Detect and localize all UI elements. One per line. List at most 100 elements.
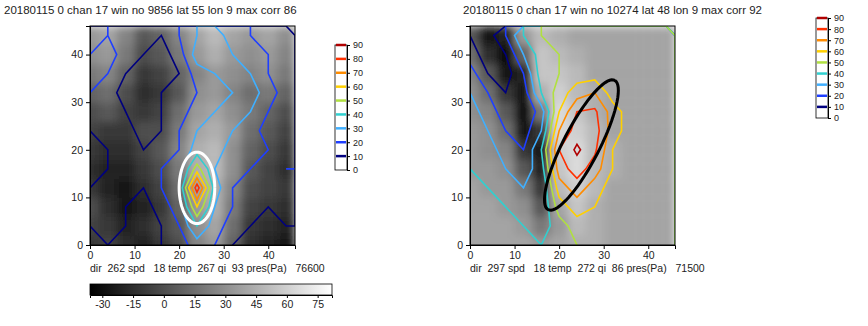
field-cell (568, 197, 586, 217)
x-axis: 010203040 (88, 245, 296, 261)
y-axis: 010203040 (71, 27, 90, 251)
field-cell (657, 216, 675, 236)
field-cell (568, 45, 586, 65)
colorbar-level (336, 99, 346, 102)
contours (470, 26, 675, 245)
x-tick-label: 0 (468, 249, 474, 261)
field-cell (170, 83, 188, 103)
field-cell (604, 197, 622, 217)
field-cell (277, 197, 295, 217)
y-tick: 40 (451, 48, 470, 60)
field-cell (532, 64, 550, 84)
colorbar-tick-mark (828, 74, 831, 75)
y-tick: 20 (71, 144, 90, 156)
field-colorbar-tick: -15 (126, 295, 141, 310)
field-cell (99, 121, 117, 141)
colorbar-tick-label: 30 (834, 80, 844, 90)
field-colorbar-tick-label: 30 (220, 298, 232, 310)
x-tick-mark (224, 245, 225, 249)
field-cell (639, 197, 657, 217)
y-tick: 0 (457, 239, 470, 251)
field-cell (224, 102, 242, 122)
panel: 20180115 0 chan 17 win no 9856 lat 55 lo… (4, 4, 363, 310)
field-cell (277, 140, 295, 160)
colorbar-tick-mark (828, 96, 831, 97)
info-text: dir 262 spd 18 temp 267 qi 93 pres(Pa) 7… (90, 262, 325, 274)
contour-line (90, 26, 295, 245)
x-tick: 30 (218, 245, 230, 261)
colorbar-level (817, 83, 827, 86)
field-cell (550, 235, 568, 245)
field-cell (277, 64, 295, 84)
colorbar-tick-label: 0 (353, 165, 358, 175)
x-tick-mark (179, 245, 180, 249)
field-cell (117, 45, 135, 65)
field-cell (242, 235, 260, 245)
field-cell (470, 121, 479, 141)
colorbar-tick-mark (347, 101, 350, 102)
colorbar-tick-label: 10 (353, 151, 363, 161)
colorbar-tick-label: 90 (353, 40, 363, 50)
field-cell (639, 121, 657, 141)
colorbar-tick-label: 10 (834, 102, 844, 112)
colorbar-tick-mark (828, 107, 831, 108)
colorbar-tick: 20 (347, 138, 363, 148)
y-tick-label: 40 (451, 48, 463, 60)
field-cell (657, 45, 675, 65)
x-tick-label: 30 (598, 249, 610, 261)
colorbar-tick-mark (828, 18, 831, 19)
field-cell (622, 26, 640, 46)
colorbar-tick-label: 70 (353, 68, 363, 78)
x-tick-label: 40 (643, 249, 655, 261)
contour-line (189, 172, 206, 207)
field-cell (470, 140, 479, 160)
contour-line (559, 109, 599, 179)
field-cell (135, 26, 153, 46)
field-colorbar-tick: 75 (312, 295, 324, 310)
colorbar-level (336, 141, 346, 144)
colorbar-tick-mark (828, 51, 831, 52)
colorbar-tick-label: 20 (353, 138, 363, 148)
field-cell (639, 83, 657, 103)
colorbar-tick-label: 40 (353, 110, 363, 120)
y-tick-mark (86, 102, 90, 103)
field-cell (90, 45, 99, 65)
field-cell (188, 45, 206, 65)
field-cell (639, 140, 657, 160)
info-text: dir 297 spd 18 temp 272 qi 86 pres(Pa) 7… (470, 262, 705, 274)
field-cell (532, 216, 550, 236)
field-cell (277, 178, 295, 198)
field-cell (259, 235, 277, 245)
y-tick-mark (86, 245, 90, 246)
colorbar-tick-mark (347, 87, 350, 88)
y-tick-mark (86, 197, 90, 198)
colorbar-tick-label: 20 (834, 91, 844, 101)
field-cell (170, 102, 188, 122)
field-colorbar-tick-label: 15 (189, 298, 201, 310)
field-cell (242, 45, 260, 65)
field-cell (470, 45, 479, 65)
colorbar-level (336, 127, 346, 130)
field-cell (259, 178, 277, 198)
field-cell (224, 64, 242, 84)
field-cell (657, 197, 675, 217)
colorbar-level (336, 85, 346, 88)
field-cell (135, 64, 153, 84)
x-tick-label: 20 (554, 249, 566, 261)
y-axis-line (466, 27, 471, 246)
field-cell (470, 197, 479, 217)
field-cell (657, 102, 675, 122)
field-cell (90, 197, 99, 217)
field-cell (206, 83, 224, 103)
field-cell (277, 102, 295, 122)
field-cell (206, 121, 224, 141)
contour-line (185, 164, 209, 216)
colorbar-level (336, 44, 346, 47)
x-tick-mark (559, 245, 560, 249)
field-cell (135, 216, 153, 236)
colorbar-tick-label: 60 (834, 47, 844, 57)
field-cell (604, 26, 622, 46)
field-cell (586, 178, 604, 198)
field-cell (497, 216, 515, 236)
field-cell (622, 197, 640, 217)
